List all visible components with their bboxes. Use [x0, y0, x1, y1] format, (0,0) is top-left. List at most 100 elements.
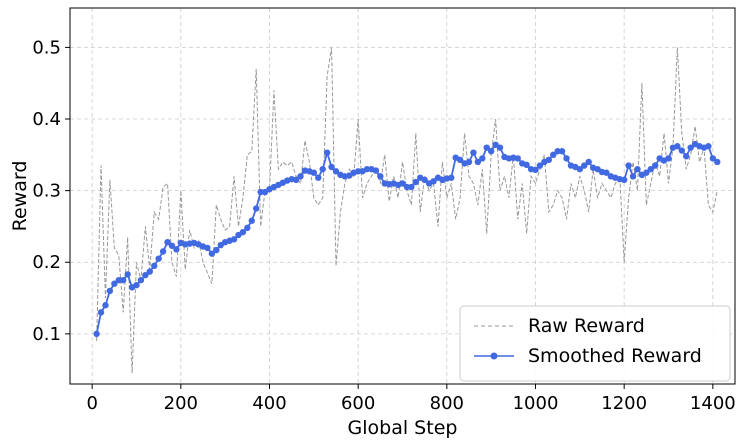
smoothed-reward-point: [332, 168, 340, 175]
smoothed-reward-point: [102, 302, 109, 309]
smoothed-reward-point: [97, 309, 105, 316]
smoothed-reward-point: [479, 155, 486, 162]
smoothed-reward-point: [487, 148, 495, 155]
smoothed-reward-point: [372, 167, 380, 174]
x-tick-label: 1400: [690, 393, 736, 414]
x-tick-label: 1000: [513, 393, 559, 414]
y-tick-label: 0.2: [32, 252, 61, 273]
smoothed-reward-point: [470, 149, 477, 156]
raw-reward-series: [96, 47, 718, 374]
y-tick-label: 0.4: [32, 109, 61, 130]
smoothed-reward-point: [643, 169, 650, 176]
smoothed-reward-point: [146, 268, 153, 275]
smoothed-reward-point: [120, 276, 127, 284]
x-tick-label: 0: [86, 393, 97, 414]
smoothed-reward-point: [412, 178, 419, 186]
smoothed-reward-point: [532, 166, 539, 174]
smoothed-reward-point: [536, 162, 544, 169]
smoothed-reward-point: [164, 238, 171, 246]
smoothed-reward-point: [554, 148, 561, 155]
smoothed-reward-point: [545, 156, 552, 164]
smoothed-reward-point: [244, 224, 251, 232]
x-tick-label: 600: [341, 393, 375, 414]
legend-raw-label: Raw Reward: [528, 315, 645, 337]
smoothed-reward-point: [257, 188, 264, 196]
smoothed-reward-point: [403, 183, 411, 191]
smoothed-reward-point: [253, 205, 260, 212]
plot-frame: [69, 7, 736, 385]
smoothed-reward-point: [576, 165, 584, 173]
x-tick-label: 400: [252, 393, 286, 414]
smoothed-reward-point: [124, 271, 131, 278]
y-tick-label: 0.5: [32, 37, 61, 58]
smoothed-reward-point: [133, 281, 140, 289]
legend-smoothed-label: Smoothed Reward: [528, 345, 702, 367]
smoothed-reward-point: [151, 262, 158, 270]
legend-box: [459, 305, 731, 382]
y-tick-label: 0.3: [32, 181, 61, 202]
smoothed-reward-point: [315, 174, 322, 181]
smoothed-reward-point: [213, 246, 220, 254]
smoothed-reward-point: [585, 158, 592, 166]
smoothed-reward-point: [714, 158, 721, 166]
smoothed-reward-point: [111, 280, 118, 287]
smoothed-reward-series: [93, 140, 721, 338]
smoothed-reward-point: [625, 162, 632, 169]
smoothed-reward-point: [465, 158, 473, 166]
y-axis: 0.1 0.2 0.3 0.4 0.5: [32, 37, 70, 345]
smoothed-reward-point: [323, 149, 331, 156]
smoothed-reward-point: [474, 158, 482, 166]
smoothed-reward-point: [647, 165, 654, 173]
x-tick-label: 200: [164, 393, 198, 414]
smoothed-reward-point: [558, 148, 566, 155]
smoothed-reward-point: [310, 169, 318, 176]
smoothed-reward-point: [496, 144, 504, 151]
smoothed-reward-point: [581, 162, 588, 169]
smoothed-reward-point: [523, 161, 530, 169]
legend: Raw Reward Smoothed Reward: [459, 305, 731, 382]
legend-smoothed-marker: [490, 352, 498, 360]
y-axis-title: Reward: [9, 161, 31, 232]
smoothed-reward-point: [652, 162, 659, 169]
x-tick-label: 800: [430, 393, 464, 414]
smoothed-reward-point: [705, 143, 712, 150]
smoothed-reward-point: [142, 271, 149, 279]
smoothed-reward-point: [93, 330, 100, 338]
smoothed-reward-point: [137, 276, 145, 284]
smoothed-reward-point: [155, 255, 162, 262]
smoothed-reward-point: [430, 178, 437, 185]
smoothed-reward-point: [159, 248, 167, 255]
smoothed-reward-point: [319, 165, 326, 173]
x-axis: 0 200 400 600 800 1000 1200 1400: [86, 384, 736, 414]
smoothed-reward-point: [687, 144, 694, 151]
smoothed-reward-point: [550, 151, 557, 159]
smoothed-reward-point: [448, 174, 455, 181]
smoothed-reward-point: [709, 155, 717, 162]
smoothed-reward-point: [248, 217, 255, 224]
smoothed-reward-point: [106, 287, 114, 295]
smoothed-reward-point: [328, 163, 335, 171]
x-axis-title: Global Step: [348, 417, 458, 439]
smoothed-reward-point: [665, 155, 672, 162]
smoothed-reward-point: [230, 236, 238, 243]
smoothed-reward-point: [204, 244, 211, 252]
smoothed-reward-point: [363, 165, 371, 173]
smoothed-reward-point: [629, 173, 637, 180]
smoothed-reward-point: [514, 155, 521, 162]
smoothed-reward-point: [483, 144, 490, 151]
raw-reward-line: [96, 47, 718, 374]
smoothed-reward-point: [421, 176, 428, 184]
smoothed-reward-point: [297, 173, 304, 180]
smoothed-reward-point: [678, 147, 685, 154]
smoothed-reward-point: [115, 276, 122, 284]
smoothed-reward-point: [239, 228, 247, 236]
smoothed-reward-point: [292, 176, 300, 184]
y-tick-label: 0.1: [32, 324, 61, 345]
smoothed-reward-point: [456, 156, 464, 164]
smoothed-reward-point: [168, 242, 176, 249]
smoothed-reward-point: [354, 168, 362, 175]
smoothed-reward-point: [173, 246, 180, 253]
smoothed-reward-point: [408, 183, 415, 191]
x-tick-label: 1200: [601, 393, 647, 414]
